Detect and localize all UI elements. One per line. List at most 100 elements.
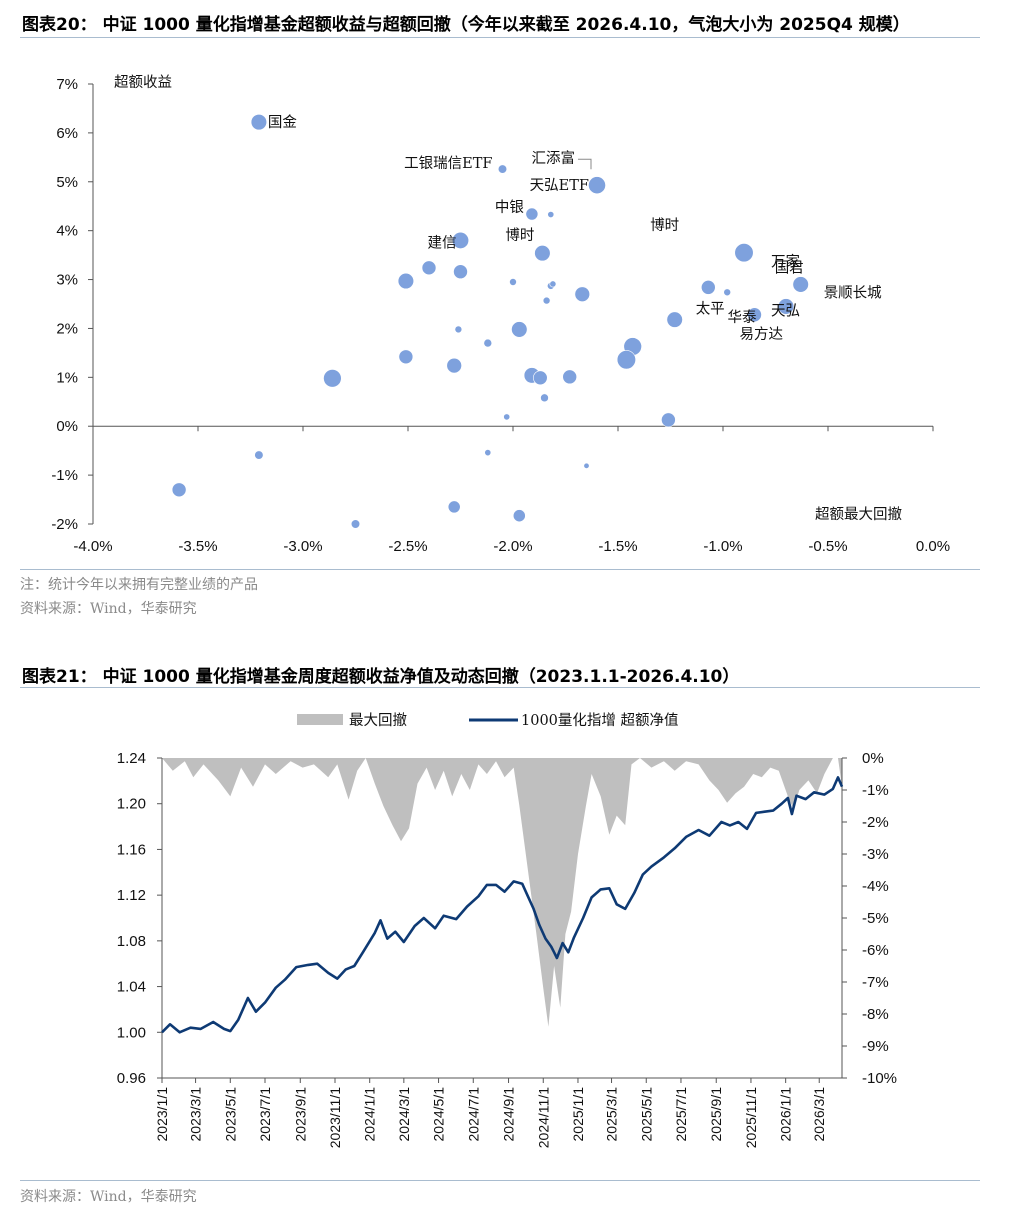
x-tick-label: 2025/7/1	[673, 1087, 689, 1142]
bubble-point	[323, 369, 342, 388]
bubble-label: 易方达	[740, 326, 784, 343]
left-tick-label: 1.04	[117, 979, 146, 996]
bubble-point	[503, 413, 511, 421]
right-tick-label: -9%	[862, 1038, 889, 1055]
bubble-point	[792, 276, 809, 293]
bubble-point	[454, 325, 463, 334]
figure20-title-rule	[20, 37, 980, 38]
y-tick-label: 6%	[56, 125, 78, 142]
bubble-point	[350, 519, 361, 529]
x-tick-label: -1.0%	[703, 538, 742, 555]
bubble-label: 博时	[650, 217, 679, 234]
y-tick-label: 0%	[56, 418, 78, 435]
drawdown-area	[162, 758, 842, 1027]
x-tick-label: 2025/5/1	[638, 1087, 654, 1142]
bubble-label: 国金	[268, 114, 297, 131]
figure21-title: 图表21： 中证 1000 量化指增基金周度超额收益净值及动态回撤（2023.1…	[22, 667, 740, 687]
y-tick-label: -2%	[51, 516, 78, 533]
bubble-point	[484, 449, 492, 457]
bubble-point	[509, 278, 517, 286]
y-tick-label: -1%	[51, 467, 78, 484]
bubble-point	[747, 307, 762, 323]
y-tick-label: 3%	[56, 272, 78, 289]
figure20-bottom-rule	[20, 569, 980, 570]
bubble-axes: -2% -1% 0% 1% 2% 3% 4% 5% 6% 7% -4.0% -3.5% -3.0% -2.…	[51, 76, 950, 555]
bubble-point	[734, 243, 754, 263]
figure21-title-rule	[20, 687, 980, 688]
bubble-point	[534, 245, 551, 262]
x-tick-label: 2024/3/1	[396, 1087, 412, 1142]
bubble-label: 建信	[428, 234, 457, 251]
leader-line	[578, 158, 592, 170]
bubble-point	[583, 462, 590, 469]
x-tick-label: -2.0%	[493, 538, 532, 555]
bubble-label: 博时	[505, 227, 534, 244]
right-tick-label: -4%	[862, 878, 889, 895]
bubble-label: 国君	[775, 260, 804, 276]
figure21-bottom-rule	[20, 1180, 980, 1181]
bubble-point	[562, 369, 578, 385]
y-tick-label: 7%	[56, 76, 78, 93]
nav-line-path	[161, 776, 844, 1034]
bubble-point	[723, 288, 732, 297]
right-tick-label: -1%	[862, 782, 889, 799]
bubble-label: 万家	[771, 254, 800, 271]
drawdown-area-path	[162, 758, 842, 1027]
bubble-point	[588, 176, 606, 195]
bubble-chart: -2% -1% 0% 1% 2% 3% 4% 5% 6% 7% -4.0% -3.5% -3.0% -2.…	[51, 74, 950, 555]
dual-axes: 0.96 1.00 1.04 1.08 1.12 1.16 1.20 1.24 0% -1% -2%…	[117, 750, 897, 1148]
right-tick-label: 0%	[862, 750, 884, 767]
x-tick-label: 2025/3/1	[604, 1087, 620, 1142]
bubble-point	[447, 500, 461, 514]
legend-label-drawdown: 最大回撤	[349, 712, 407, 729]
x-tick-label: 2023/7/1	[257, 1087, 273, 1142]
x-tick-label: -3.5%	[178, 538, 217, 555]
bubble-point	[525, 207, 539, 221]
bubble-point	[483, 338, 493, 348]
right-tick-label: -8%	[862, 1006, 889, 1023]
right-tick-label: -3%	[862, 846, 889, 863]
bubble-label: 汇添富	[532, 149, 576, 167]
bubble-point	[542, 296, 551, 305]
x-tick-label: 2023/11/1	[327, 1087, 343, 1148]
right-tick-label: -7%	[862, 974, 889, 991]
x-tick-label: 2026/1/1	[778, 1087, 794, 1142]
bubble-point	[171, 482, 187, 498]
bubble-point	[512, 509, 526, 523]
bubble-point	[446, 357, 462, 374]
right-tick-label: -2%	[862, 814, 889, 831]
bubble-point	[700, 280, 716, 295]
x-tick-label: -4.0%	[73, 538, 112, 555]
figure20-note: 注：统计今年以来拥有完整业绩的产品	[20, 577, 258, 593]
y-axis-title: 超额收益	[114, 74, 172, 91]
y-tick-label: 5%	[56, 174, 78, 191]
bubble-label: 天弘	[771, 302, 800, 319]
bubble-point	[777, 298, 795, 315]
bubble-label: 天弘ETF	[530, 177, 589, 194]
x-tick-label: 2025/11/1	[743, 1087, 759, 1148]
bubble-point	[397, 272, 415, 290]
x-tick-label: -1.5%	[598, 538, 637, 555]
x-tick-label: 2025/1/1	[570, 1087, 586, 1142]
x-tick-label: 2024/9/1	[501, 1087, 517, 1142]
bubble-point	[451, 231, 470, 249]
figure20-source: 资料来源：Wind，华泰研究	[20, 601, 197, 617]
left-tick-label: 1.12	[117, 887, 146, 904]
left-tick-label: 1.08	[117, 933, 146, 950]
legend-label-nav: 1000量化指增 超额净值	[521, 712, 679, 729]
x-tick-label: -3.0%	[283, 538, 322, 555]
bubble-label: 太平	[696, 301, 725, 318]
bubble-point	[540, 393, 549, 403]
x-tick-label: 2026/3/1	[811, 1087, 827, 1142]
bubble-point	[661, 412, 676, 428]
x-tick-label: 0.0%	[916, 538, 950, 555]
x-tick-label: 2023/9/1	[292, 1087, 308, 1142]
legend: 最大回撤 1000量化指增 超额净值	[297, 712, 679, 729]
x-tick-label: 2024/7/1	[465, 1087, 481, 1142]
x-tick-label: 2025/9/1	[708, 1087, 724, 1142]
x-tick-label: 2023/3/1	[188, 1087, 204, 1142]
figure20-title: 图表20： 中证 1000 量化指增基金超额收益与超额回撤（今年以来截至 202…	[22, 15, 910, 35]
left-tick-label: 1.24	[117, 750, 146, 767]
bubble-point	[421, 260, 437, 276]
x-tick-label: -0.5%	[808, 538, 847, 555]
